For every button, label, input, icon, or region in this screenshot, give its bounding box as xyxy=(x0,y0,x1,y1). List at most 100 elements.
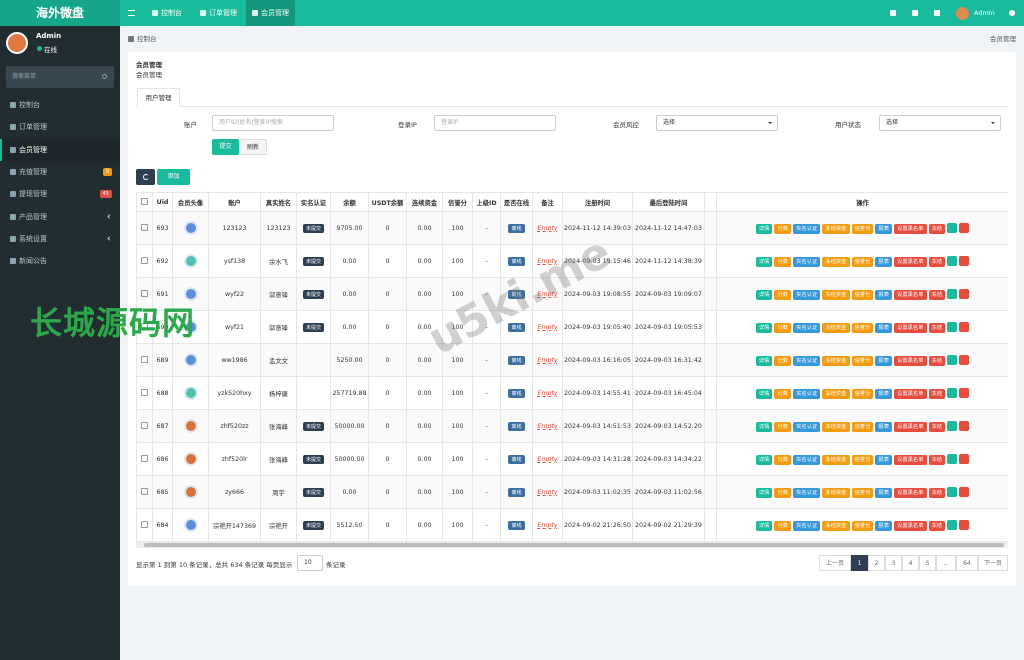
action-button[interactable]: 冻结资金 xyxy=(822,322,850,333)
action-button[interactable]: 报表 xyxy=(875,388,893,399)
brand[interactable]: 海外微盘 xyxy=(0,0,120,26)
delete-button[interactable] xyxy=(959,288,970,299)
nav-tab[interactable]: 订单管理 xyxy=(194,0,243,26)
action-button[interactable]: 实名认证 xyxy=(793,487,821,498)
action-button[interactable]: 信誉分 xyxy=(851,520,874,531)
action-button[interactable]: 详情 xyxy=(755,388,773,399)
cell[interactable] xyxy=(136,442,153,476)
edit-button[interactable] xyxy=(947,321,958,332)
action-button[interactable]: 实名认证 xyxy=(793,421,821,432)
action-button[interactable]: 信誉分 xyxy=(851,421,874,432)
refresh-button[interactable] xyxy=(136,169,155,185)
breadcrumb[interactable]: 控制台 xyxy=(128,33,157,43)
action-button[interactable]: 冻结资金 xyxy=(822,520,850,531)
tab[interactable]: 用户管理 xyxy=(137,88,180,107)
action-button[interactable]: 报表 xyxy=(875,256,893,267)
action-button[interactable]: 详情 xyxy=(755,520,773,531)
action-button[interactable]: 实名认证 xyxy=(793,388,821,399)
delete-button[interactable] xyxy=(959,222,970,233)
action-button[interactable]: 分数 xyxy=(774,520,792,531)
action-button[interactable]: 分数 xyxy=(774,289,792,300)
action-button[interactable]: 冻结资金 xyxy=(822,223,850,234)
action-button[interactable]: 设置黑名单 xyxy=(894,454,927,465)
action-button[interactable]: 分数 xyxy=(774,355,792,366)
action-button[interactable]: 实名认证 xyxy=(793,322,821,333)
action-button[interactable]: 冻结 xyxy=(928,289,946,300)
edit-button[interactable] xyxy=(947,222,958,233)
reset-button[interactable]: 刷新 xyxy=(239,139,267,155)
action-button[interactable]: 分数 xyxy=(774,322,792,333)
edit-button[interactable] xyxy=(947,354,958,365)
menu-item[interactable]: 新闻公告 xyxy=(0,250,120,272)
cell[interactable] xyxy=(136,376,153,410)
remark[interactable]: Empty xyxy=(537,422,558,430)
select[interactable]: 选择 xyxy=(656,115,778,131)
nav-tab[interactable]: 会员管理 xyxy=(246,0,295,26)
action-button[interactable]: 实名认证 xyxy=(793,355,821,366)
edit-button[interactable] xyxy=(947,288,958,299)
action-button[interactable]: 冻结资金 xyxy=(822,421,850,432)
action-button[interactable]: 冻结 xyxy=(928,322,946,333)
cell[interactable] xyxy=(136,409,153,443)
action-button[interactable]: 设置黑名单 xyxy=(894,421,927,432)
action-button[interactable]: 实名认证 xyxy=(793,289,821,300)
delete-button[interactable] xyxy=(959,519,970,530)
remark[interactable]: Empty xyxy=(537,389,558,397)
page-button[interactable]: 2 xyxy=(868,555,885,571)
action-button[interactable]: 信誉分 xyxy=(851,487,874,498)
remark[interactable]: Empty xyxy=(537,323,558,331)
action-button[interactable]: 信誉分 xyxy=(851,322,874,333)
action-button[interactable]: 信誉分 xyxy=(851,388,874,399)
input[interactable]: 用户ID|姓名|登录IP搜索 xyxy=(212,115,334,131)
top-icon[interactable] xyxy=(890,10,896,16)
edit-button[interactable] xyxy=(947,420,958,431)
action-button[interactable]: 冻结 xyxy=(928,223,946,234)
action-button[interactable]: 分数 xyxy=(774,256,792,267)
scroll-thumb[interactable] xyxy=(144,543,1004,547)
action-button[interactable]: 报表 xyxy=(875,520,893,531)
action-button[interactable]: 信誉分 xyxy=(851,223,874,234)
menu-item[interactable]: 产品管理 xyxy=(0,206,120,228)
action-button[interactable]: 设置黑名单 xyxy=(894,289,927,300)
action-button[interactable]: 设置黑名单 xyxy=(894,520,927,531)
action-button[interactable]: 分数 xyxy=(774,421,792,432)
action-button[interactable]: 设置黑名单 xyxy=(894,223,927,234)
remark[interactable]: Empty xyxy=(537,257,558,265)
submit-button[interactable]: 提交 xyxy=(212,139,239,155)
menu-item[interactable]: 提现管理 45 xyxy=(0,183,120,205)
action-button[interactable]: 分数 xyxy=(774,454,792,465)
action-button[interactable]: 信誉分 xyxy=(851,289,874,300)
action-button[interactable]: 冻结 xyxy=(928,487,946,498)
remark[interactable]: Empty xyxy=(537,290,558,298)
search-box[interactable]: 搜索菜单 xyxy=(6,66,114,88)
action-button[interactable]: 冻结资金 xyxy=(822,256,850,267)
action-button[interactable]: 报表 xyxy=(875,322,893,333)
input[interactable]: 登录IP xyxy=(434,115,556,131)
action-button[interactable]: 报表 xyxy=(875,355,893,366)
action-button[interactable]: 冻结 xyxy=(928,454,946,465)
page-button[interactable]: 上一页 xyxy=(819,555,851,571)
menu-item[interactable]: 控制台 xyxy=(0,94,120,116)
menu-item[interactable]: 充值管理 0 xyxy=(0,161,120,183)
action-button[interactable]: 详情 xyxy=(755,454,773,465)
action-button[interactable]: 冻结 xyxy=(928,520,946,531)
action-button[interactable]: 冻结 xyxy=(928,355,946,366)
action-button[interactable]: 冻结 xyxy=(928,256,946,267)
action-button[interactable]: 信誉分 xyxy=(851,256,874,267)
cell[interactable] xyxy=(136,244,153,278)
action-button[interactable]: 详情 xyxy=(755,355,773,366)
action-button[interactable]: 分数 xyxy=(774,487,792,498)
action-button[interactable]: 冻结资金 xyxy=(822,454,850,465)
remark[interactable]: Empty xyxy=(537,521,558,529)
action-button[interactable]: 设置黑名单 xyxy=(894,388,927,399)
action-button[interactable]: 设置黑名单 xyxy=(894,256,927,267)
action-button[interactable]: 详情 xyxy=(755,421,773,432)
delete-button[interactable] xyxy=(959,387,970,398)
top-icon[interactable] xyxy=(912,10,918,16)
add-button[interactable]: 添加 xyxy=(157,169,190,185)
edit-button[interactable] xyxy=(947,486,958,497)
delete-button[interactable] xyxy=(959,255,970,266)
delete-button[interactable] xyxy=(959,453,970,464)
action-button[interactable]: 实名认证 xyxy=(793,256,821,267)
action-button[interactable]: 报表 xyxy=(875,289,893,300)
